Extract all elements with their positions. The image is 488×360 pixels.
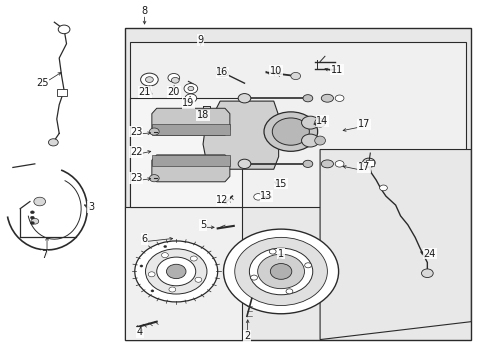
Circle shape [216, 68, 228, 77]
Circle shape [149, 175, 159, 182]
Circle shape [270, 264, 291, 279]
Ellipse shape [314, 118, 325, 127]
Circle shape [168, 287, 175, 292]
Circle shape [166, 264, 185, 279]
Text: 23: 23 [130, 173, 142, 183]
Circle shape [145, 77, 153, 82]
Circle shape [145, 249, 206, 294]
Text: 9: 9 [197, 35, 203, 45]
Bar [125, 207, 242, 339]
Text: 20: 20 [167, 87, 180, 97]
Circle shape [151, 290, 154, 292]
Circle shape [149, 128, 159, 135]
Circle shape [148, 272, 155, 277]
Text: 22: 22 [130, 147, 142, 157]
Text: 3: 3 [88, 202, 94, 212]
Polygon shape [320, 149, 470, 339]
Bar [57, 89, 66, 96]
Text: 25: 25 [36, 78, 48, 88]
Circle shape [187, 86, 193, 91]
Circle shape [223, 229, 338, 314]
Circle shape [30, 216, 34, 219]
Text: 10: 10 [269, 66, 282, 76]
Text: 4: 4 [136, 327, 142, 337]
Circle shape [303, 95, 312, 102]
Text: 18: 18 [197, 111, 209, 121]
Circle shape [30, 211, 34, 214]
Circle shape [301, 116, 319, 129]
Ellipse shape [334, 95, 343, 102]
Text: 1: 1 [278, 248, 284, 258]
Circle shape [31, 219, 39, 224]
Circle shape [140, 265, 142, 267]
Bar [152, 155, 229, 166]
Text: 6: 6 [141, 234, 147, 244]
Bar [130, 98, 242, 207]
Text: 11: 11 [330, 64, 343, 75]
Text: 13: 13 [260, 191, 272, 201]
Circle shape [238, 94, 250, 103]
Circle shape [269, 249, 276, 254]
Text: 14: 14 [316, 116, 328, 126]
Circle shape [303, 160, 312, 167]
Circle shape [253, 194, 262, 200]
Circle shape [58, 25, 70, 34]
Bar [152, 125, 229, 135]
Circle shape [362, 158, 374, 167]
Circle shape [257, 254, 304, 289]
Bar [130, 42, 466, 207]
Circle shape [184, 94, 196, 103]
Ellipse shape [321, 160, 333, 168]
Circle shape [157, 257, 195, 286]
Bar [125, 28, 470, 339]
Circle shape [183, 84, 197, 94]
Circle shape [301, 134, 319, 147]
Text: 17: 17 [357, 120, 369, 129]
Circle shape [195, 277, 202, 282]
Text: 15: 15 [274, 179, 286, 189]
Circle shape [161, 253, 168, 258]
Circle shape [135, 241, 217, 302]
Circle shape [250, 275, 257, 280]
Circle shape [249, 248, 312, 295]
Circle shape [290, 72, 300, 80]
Text: 7: 7 [41, 250, 48, 260]
Text: 24: 24 [423, 248, 435, 258]
Circle shape [167, 73, 179, 82]
Circle shape [285, 289, 292, 294]
Circle shape [141, 73, 158, 86]
Circle shape [238, 159, 250, 168]
Bar [366, 160, 373, 166]
Text: 5: 5 [200, 220, 206, 230]
Circle shape [379, 185, 386, 191]
Circle shape [171, 77, 179, 83]
Text: 2: 2 [244, 331, 249, 341]
Circle shape [163, 246, 166, 248]
Text: 19: 19 [182, 98, 194, 108]
Text: 23: 23 [130, 127, 142, 136]
Circle shape [264, 112, 317, 151]
Circle shape [30, 222, 34, 225]
Polygon shape [152, 155, 229, 182]
Circle shape [272, 118, 309, 145]
Circle shape [34, 197, 45, 206]
Circle shape [304, 263, 311, 268]
Text: 17: 17 [357, 162, 369, 172]
Ellipse shape [334, 161, 343, 167]
Ellipse shape [314, 136, 325, 145]
Circle shape [190, 256, 197, 261]
Circle shape [234, 237, 327, 306]
Text: 8: 8 [141, 6, 147, 17]
Ellipse shape [321, 94, 333, 102]
Circle shape [421, 269, 432, 278]
Polygon shape [203, 101, 278, 169]
Polygon shape [152, 108, 229, 135]
Text: 16: 16 [216, 67, 228, 77]
Text: 12: 12 [216, 195, 228, 205]
Circle shape [48, 139, 58, 146]
Text: 21: 21 [138, 87, 150, 97]
